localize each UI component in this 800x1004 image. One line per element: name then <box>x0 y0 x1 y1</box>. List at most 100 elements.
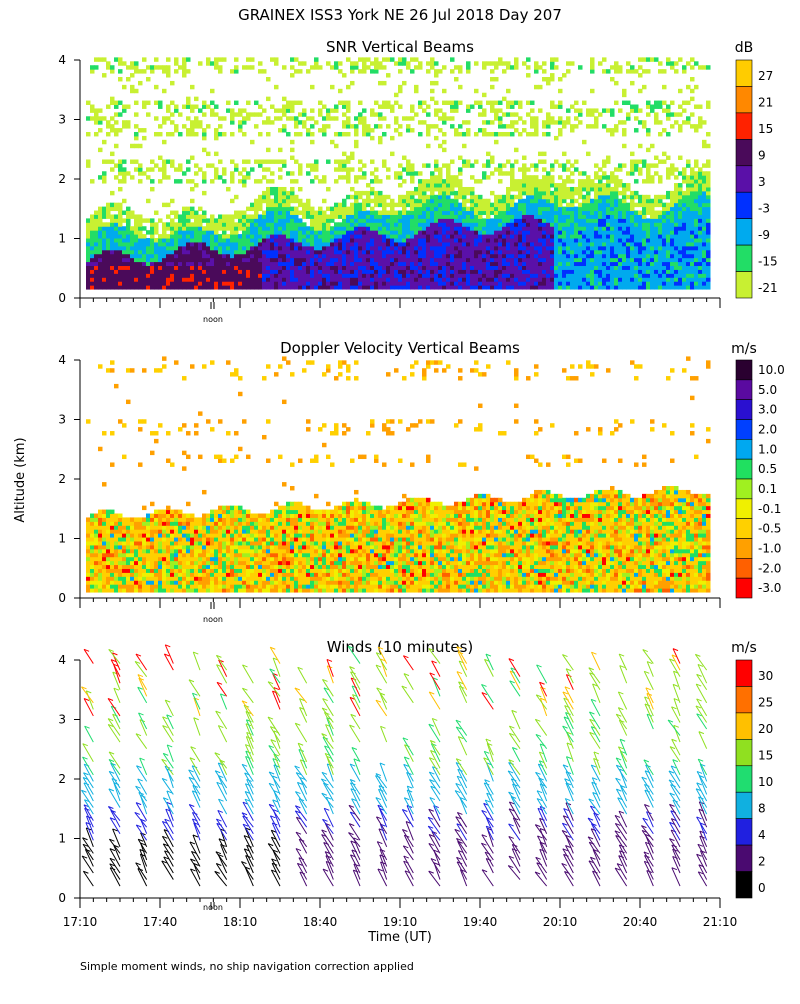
snr-cell <box>594 246 599 250</box>
snr-cell <box>270 273 275 277</box>
snr-cell <box>638 73 643 77</box>
snr-cell <box>262 214 267 218</box>
snr-cell <box>430 81 435 85</box>
snr-cell <box>110 258 115 262</box>
snr-cell <box>194 285 199 289</box>
snr-cell <box>446 285 451 289</box>
snr-cell <box>438 144 443 148</box>
snr-cell <box>478 230 483 234</box>
snr-cell <box>626 281 631 285</box>
snr-cell <box>670 65 675 69</box>
snr-cell <box>142 266 147 270</box>
snr-cell <box>622 120 627 124</box>
snr-cell <box>618 191 623 195</box>
snr-cell <box>486 254 491 258</box>
snr-cell <box>90 116 95 120</box>
snr-cell <box>362 262 367 266</box>
snr-cell <box>574 101 579 105</box>
snr-cell <box>654 163 659 167</box>
snr-cell <box>142 128 147 132</box>
snr-cell <box>658 211 663 215</box>
snr-cell <box>446 191 451 195</box>
snr-cell <box>218 214 223 218</box>
snr-cell <box>346 214 351 218</box>
snr-cell <box>534 124 539 128</box>
snr-cell <box>698 238 703 242</box>
snr-cell <box>706 105 711 109</box>
snr-cell <box>310 230 315 234</box>
snr-cell <box>666 171 671 175</box>
snr-cell <box>602 238 607 242</box>
snr-cell <box>570 230 575 234</box>
snr-cell <box>634 195 639 199</box>
snr-cell <box>358 175 363 179</box>
snr-cell <box>666 281 671 285</box>
snr-cell <box>622 246 627 250</box>
snr-cell <box>294 273 299 277</box>
snr-cell <box>418 285 423 289</box>
snr-cell <box>266 234 271 238</box>
snr-cell <box>590 222 595 226</box>
snr-cell <box>562 230 567 234</box>
snr-cell <box>638 230 643 234</box>
snr-cell <box>634 246 639 250</box>
snr-cell <box>606 281 611 285</box>
snr-cell <box>306 258 311 262</box>
snr-cell <box>202 112 207 116</box>
snr-cell <box>126 262 131 266</box>
snr-cell <box>458 273 463 277</box>
snr-cell <box>182 281 187 285</box>
snr-cell <box>398 61 403 65</box>
snr-cell <box>586 277 591 281</box>
snr-cell <box>502 211 507 215</box>
snr-cell <box>466 238 471 242</box>
snr-cell <box>162 226 167 230</box>
snr-cell <box>446 242 451 246</box>
snr-cell <box>202 230 207 234</box>
snr-cell <box>382 163 387 167</box>
snr-cell <box>278 238 283 242</box>
snr-cell <box>558 222 563 226</box>
snr-cell <box>462 269 467 273</box>
snr-cell <box>678 238 683 242</box>
snr-cell <box>430 281 435 285</box>
snr-cell <box>498 167 503 171</box>
snr-cell <box>266 277 271 281</box>
snr-cell <box>698 254 703 258</box>
snr-cell <box>530 254 535 258</box>
snr-cell <box>450 105 455 109</box>
snr-cell <box>626 269 631 273</box>
snr-cell <box>574 230 579 234</box>
snr-cell <box>534 61 539 65</box>
snr-cell <box>102 238 107 242</box>
snr-cell <box>450 273 455 277</box>
snr-cell <box>558 77 563 81</box>
snr-cell <box>254 258 259 262</box>
snr-cell <box>414 273 419 277</box>
snr-cell <box>366 242 371 246</box>
snr-cell <box>634 163 639 167</box>
snr-cell <box>226 269 231 273</box>
snr-cell <box>494 238 499 242</box>
snr-cell <box>486 230 491 234</box>
snr-cell <box>478 207 483 211</box>
snr-cell <box>450 179 455 183</box>
snr-cell <box>310 108 315 112</box>
snr-cell <box>450 69 455 73</box>
snr-cell <box>654 269 659 273</box>
snr-cell <box>198 266 203 270</box>
snr-cell <box>174 57 179 61</box>
snr-cell <box>590 207 595 211</box>
snr-cell <box>514 128 519 132</box>
snr-cell <box>394 246 399 250</box>
snr-cell <box>614 69 619 73</box>
snr-cell <box>622 258 627 262</box>
snr-cell <box>186 277 191 281</box>
snr-cell <box>86 273 91 277</box>
snr-cell <box>354 128 359 132</box>
snr-cell <box>354 273 359 277</box>
snr-cell <box>306 238 311 242</box>
snr-cell <box>318 234 323 238</box>
snr-cell <box>246 207 251 211</box>
